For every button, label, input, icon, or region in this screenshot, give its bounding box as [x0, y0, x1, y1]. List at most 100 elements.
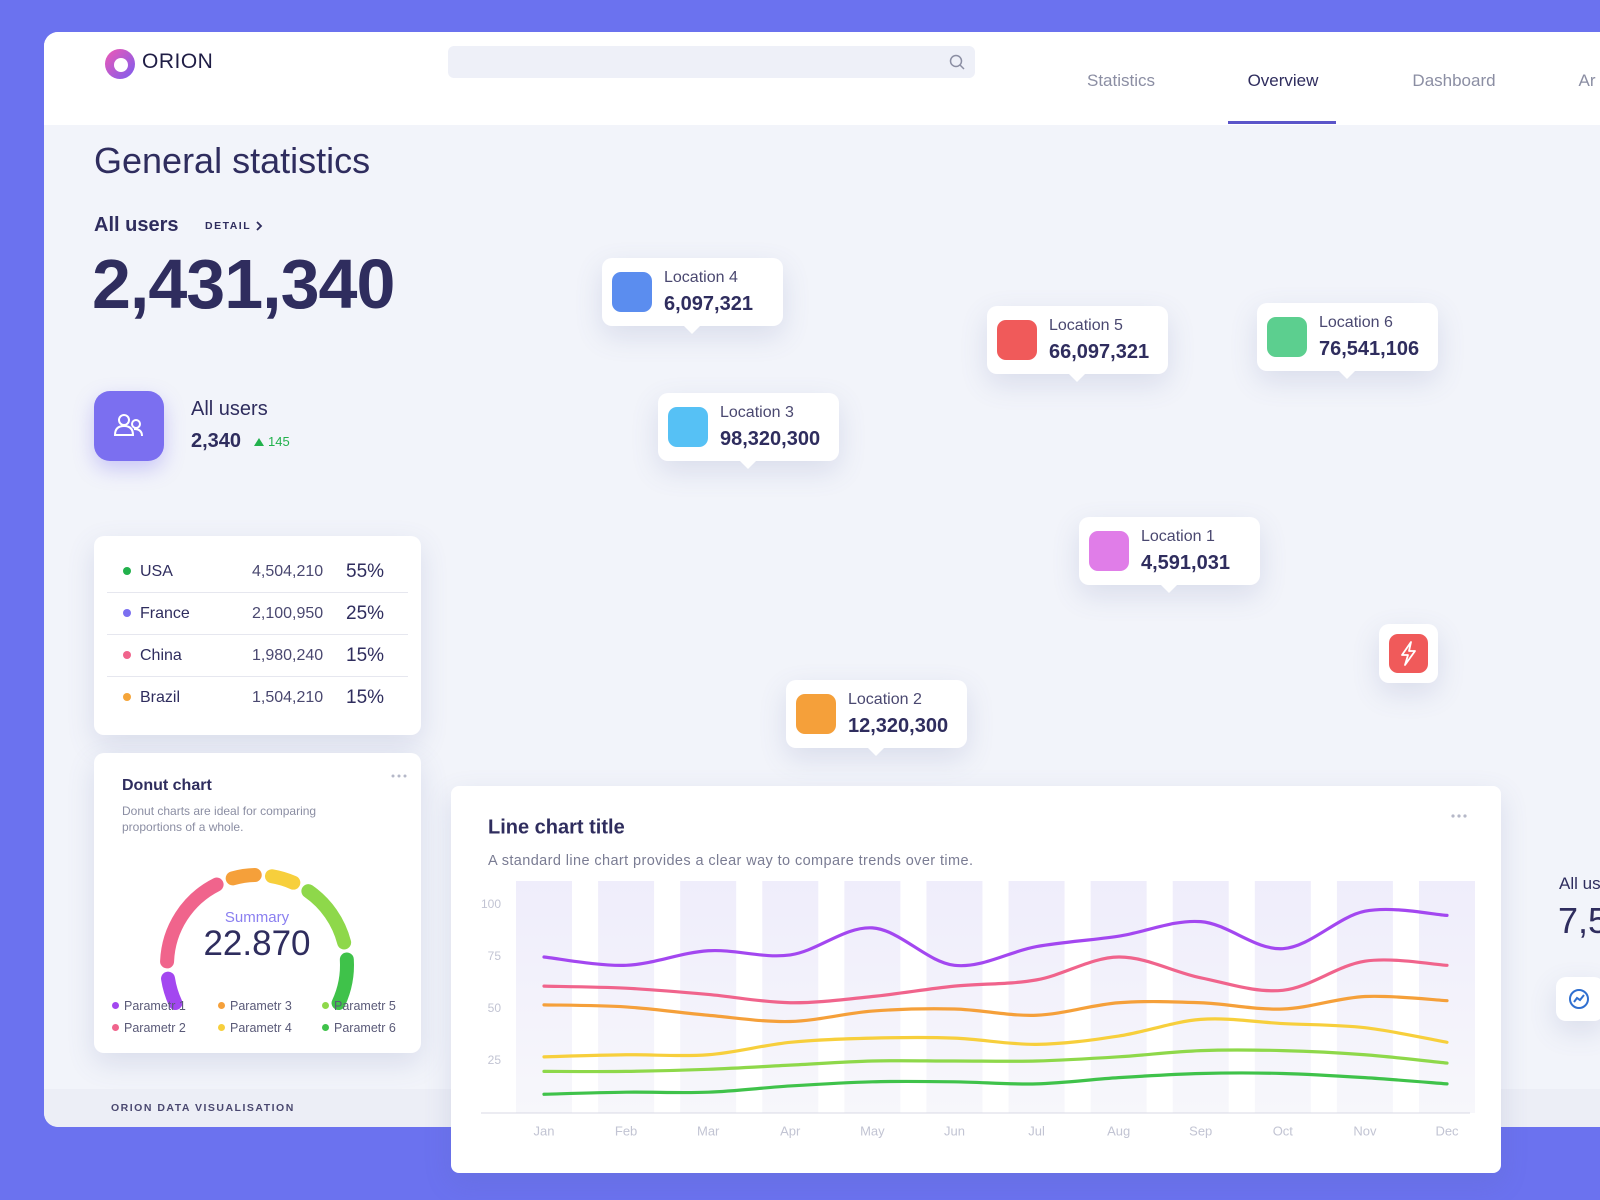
- location-value: 6,097,321: [664, 293, 753, 315]
- nav-item[interactable]: Dashboard: [1412, 71, 1496, 90]
- user-card-delta: 145: [268, 434, 290, 449]
- trend-icon: [1569, 989, 1589, 1009]
- country-row: Brazil 1,504,210 15%: [107, 676, 408, 718]
- chart-title: Line chart title: [488, 816, 625, 838]
- month-band: [1090, 881, 1147, 1113]
- month-band: [1008, 881, 1065, 1113]
- location-label: Location 3: [720, 404, 794, 421]
- users-glyph: [113, 414, 143, 437]
- location-icon: [997, 320, 1037, 360]
- location-value: 98,320,300: [720, 428, 821, 450]
- search-box[interactable]: [448, 46, 975, 78]
- legend-swatch: [218, 1024, 225, 1031]
- alert-marker[interactable]: [1379, 624, 1438, 683]
- location-value: 66,097,321: [1049, 341, 1150, 363]
- header: ORION Statistics Overview Dashboard Ar: [44, 32, 1600, 125]
- legend-label: Parametr 6: [334, 1021, 396, 1035]
- all-users-total: 2,431,340: [92, 245, 395, 323]
- legend-label: Parametr 4: [230, 1021, 292, 1035]
- location-marker[interactable]: Location 5 66,097,321: [987, 306, 1168, 382]
- country-share: 15%: [346, 645, 385, 666]
- y-tick-label: 100: [481, 897, 501, 911]
- x-tick-label: Jan: [534, 1123, 555, 1138]
- legend-swatch: [112, 1002, 119, 1009]
- location-value: 4,591,031: [1141, 552, 1230, 574]
- x-tick-label: Sep: [1189, 1123, 1212, 1138]
- x-tick-label: Oct: [1273, 1123, 1294, 1138]
- legend-item: Parametr 5: [322, 999, 396, 1013]
- side-button[interactable]: [1556, 977, 1600, 1021]
- gauge-segment: [331, 952, 354, 1011]
- country-name: USA: [140, 563, 173, 580]
- nav-item[interactable]: Overview: [1247, 71, 1319, 90]
- location-icon: [668, 407, 708, 447]
- location-marker[interactable]: Location 1 4,591,031: [1079, 517, 1260, 593]
- location-marker[interactable]: Location 4 6,097,321: [602, 258, 783, 334]
- nav-item[interactable]: Statistics: [1086, 71, 1156, 90]
- location-icon: [796, 694, 836, 734]
- line-series: [542, 1017, 1449, 1059]
- chart-subtitle: A standard line chart provides a clear w…: [488, 853, 973, 869]
- legend-swatch: [112, 1024, 119, 1031]
- all-users-label: All users: [94, 214, 179, 236]
- location-label: Location 4: [664, 269, 738, 286]
- more-menu[interactable]: [1451, 814, 1467, 818]
- gauge-segment: [161, 971, 183, 1011]
- x-tick-label: Nov: [1353, 1123, 1377, 1138]
- gauge-segment: [160, 877, 224, 969]
- chevron: [256, 221, 263, 231]
- delta-arrow: [254, 438, 264, 446]
- x-tick-label: Apr: [780, 1123, 801, 1138]
- month-band: [762, 881, 819, 1113]
- x-tick-label: May: [860, 1123, 885, 1138]
- line-series: [542, 994, 1449, 1024]
- location-label: Location 6: [1319, 314, 1393, 331]
- y-tick-label: 25: [488, 1053, 502, 1067]
- location-marker[interactable]: Location 6 76,541,106: [1257, 303, 1438, 379]
- legend-swatch: [322, 1002, 329, 1009]
- country-row: China 1,980,240 15%: [107, 634, 408, 677]
- x-tick-label: Dec: [1435, 1123, 1459, 1138]
- active-tab-indicator: [1228, 121, 1336, 124]
- donut-title: Donut chart: [122, 777, 212, 794]
- line-series: [542, 1048, 1449, 1074]
- gauge-segment: [225, 868, 262, 886]
- location-marker[interactable]: Location 2 12,320,300: [786, 680, 967, 756]
- month-band: [1254, 881, 1311, 1113]
- country-row: France 2,100,950 25%: [107, 592, 408, 635]
- user-card-label: All users: [191, 398, 268, 420]
- bolt-glyph: [1401, 641, 1416, 666]
- legend-label: Parametr 2: [124, 1021, 186, 1035]
- x-tick-label: Aug: [1107, 1123, 1130, 1138]
- more-menu[interactable]: [391, 773, 407, 779]
- location-label: Location 1: [1141, 528, 1215, 545]
- line-chart: Line chart title A standard line chart p…: [481, 814, 1475, 1138]
- country-value: 4,504,210: [252, 563, 324, 580]
- location-icon: [1267, 317, 1307, 357]
- nav-item[interactable]: Ar: [1578, 71, 1596, 90]
- location-value: 76,541,106: [1319, 338, 1420, 360]
- month-band: [1172, 881, 1229, 1113]
- month-band: [598, 881, 655, 1113]
- country-dot: [123, 609, 131, 617]
- country-dot: [123, 651, 131, 659]
- country-dot: [123, 567, 131, 575]
- legend-item: Parametr 6: [322, 1021, 396, 1035]
- side-stat-label: All us: [1559, 874, 1600, 893]
- location-value: 12,320,300: [848, 715, 949, 737]
- user-card-value: 2,340: [191, 430, 242, 452]
- country-name: Brazil: [140, 689, 181, 706]
- location-label: Location 2: [848, 691, 922, 708]
- users-icon: [94, 391, 164, 461]
- x-tick-label: Mar: [697, 1123, 720, 1138]
- x-tick-label: Jul: [1028, 1123, 1045, 1138]
- x-tick-label: Jun: [944, 1123, 965, 1138]
- country-row: USA 4,504,210 55%: [107, 550, 408, 593]
- detail-link[interactable]: DETAIL: [205, 220, 252, 232]
- location-icon: [612, 272, 652, 312]
- line-chart-card: Line chart title A standard line chart p…: [451, 786, 1501, 1173]
- location-marker[interactable]: Location 3 98,320,300: [658, 393, 839, 469]
- legend-swatch: [322, 1024, 329, 1031]
